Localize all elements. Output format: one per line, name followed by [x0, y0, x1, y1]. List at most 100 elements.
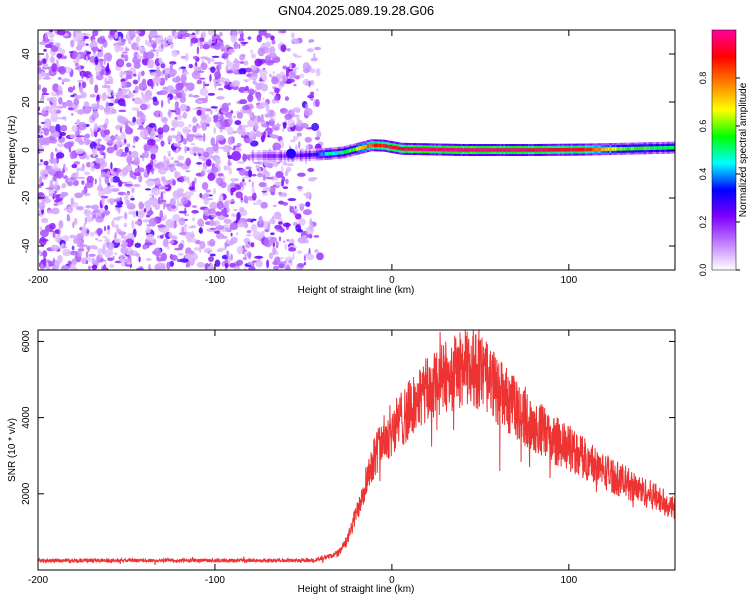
noise-cell — [246, 230, 252, 234]
noise-cell — [49, 179, 54, 189]
ridge-cell-core — [482, 148, 485, 152]
ridge-cell-core — [379, 143, 382, 148]
noise-cell — [167, 96, 171, 105]
noise-cell — [289, 205, 292, 213]
noise-cell — [243, 249, 248, 252]
noise-cell — [310, 57, 319, 62]
noise-cell — [188, 93, 193, 98]
x-tick-label: -100 — [205, 275, 225, 286]
noise-cell — [92, 110, 99, 119]
noise-cell — [169, 240, 175, 244]
ridge-cell-core — [429, 147, 432, 152]
noise-cell — [146, 167, 150, 175]
noise-cell — [44, 136, 51, 146]
ridge-cell-core — [590, 147, 593, 152]
noise-cell — [50, 113, 59, 123]
noise-cell — [178, 210, 187, 214]
noise-cell — [53, 192, 57, 198]
noise-cell — [110, 98, 116, 102]
noise-cell — [308, 233, 313, 239]
noise-cell — [233, 41, 239, 50]
ridge-cell-core — [512, 148, 515, 152]
noise-cell — [143, 144, 152, 152]
noise-cell — [41, 92, 50, 96]
noise-cell — [134, 167, 140, 174]
spectrogram-xlabel: Height of straight line (km) — [298, 285, 415, 296]
noise-cell — [146, 226, 151, 234]
noise-cell — [54, 184, 58, 193]
ridge-cell-core — [644, 146, 648, 151]
noise-cell — [230, 238, 235, 245]
noise-cell — [270, 236, 278, 243]
noise-cell — [71, 125, 79, 132]
noise-cell — [122, 241, 128, 246]
noise-cell — [137, 46, 143, 52]
noise-cell — [198, 77, 206, 80]
noise-cell — [45, 165, 50, 170]
y-tick-label: 4000 — [21, 406, 32, 429]
noise-cell — [60, 191, 69, 197]
ridge-cell-core — [563, 147, 566, 152]
noise-cell — [241, 105, 250, 111]
ridge-cell-core — [423, 147, 426, 152]
noise-cell — [104, 77, 108, 86]
ridge-cell-core — [651, 146, 655, 150]
noise-cell — [169, 61, 177, 65]
noise-cell — [58, 220, 64, 229]
ridge-cell-core — [634, 146, 637, 151]
noise-cell — [160, 99, 164, 108]
noise-cell — [132, 145, 136, 149]
noise-cell — [103, 225, 107, 232]
noise-cell — [76, 167, 85, 172]
ridge-cell-core — [485, 148, 488, 152]
ridge-cell-core — [462, 148, 465, 152]
ridge-cell-core — [437, 147, 441, 152]
ridge-cell-core — [420, 147, 423, 151]
noise-cell — [42, 250, 48, 258]
ridge-cell-core — [358, 146, 361, 151]
noise-cell — [107, 102, 114, 107]
noise-cell — [76, 170, 79, 178]
noise-cell — [88, 253, 96, 257]
ridge-cell-core — [397, 146, 400, 150]
noise-cell — [314, 136, 321, 141]
noise-cell — [210, 137, 216, 147]
noise-cell — [85, 43, 89, 46]
noise-cell — [168, 232, 173, 238]
noise-cell — [198, 37, 205, 43]
noise-cell — [207, 30, 216, 36]
noise-cell — [210, 66, 216, 73]
noise-cell — [133, 156, 140, 166]
noise-cell — [139, 129, 149, 139]
colorbar: 0.0 0.2 0.4 0.6 0.8 Normalized spectral ampl… — [698, 29, 749, 276]
noise-cell — [202, 31, 206, 38]
ridge-cell-core — [498, 148, 501, 152]
ridge-cell-core — [444, 147, 448, 152]
noise-cell — [48, 30, 54, 33]
noise-cell — [83, 192, 91, 197]
noise-cell — [269, 185, 276, 194]
noise-cell — [89, 76, 94, 85]
noise-cell — [315, 67, 321, 77]
noise-cell — [191, 107, 201, 111]
noise-cell — [124, 54, 129, 62]
ridge-cell-core — [432, 147, 435, 152]
noise-cell — [128, 37, 132, 45]
noise-cell — [314, 46, 322, 51]
noise-cell — [110, 162, 113, 170]
ridge-cell-core — [662, 146, 665, 150]
ridge-cell-core — [568, 147, 572, 152]
noise-cell — [82, 224, 86, 233]
ridge-cell-core — [496, 148, 499, 152]
noise-cell — [242, 181, 247, 186]
noise-cell — [194, 135, 204, 138]
noise-cell — [223, 106, 230, 112]
ridge-cell-core — [402, 147, 405, 151]
noise-cell — [308, 177, 316, 182]
noise-cell — [109, 264, 115, 268]
ridge-cell-core — [628, 146, 632, 151]
noise-cell — [132, 79, 139, 85]
noise-cell — [150, 72, 157, 76]
noise-cell — [50, 96, 58, 104]
noise-cell — [120, 81, 127, 87]
